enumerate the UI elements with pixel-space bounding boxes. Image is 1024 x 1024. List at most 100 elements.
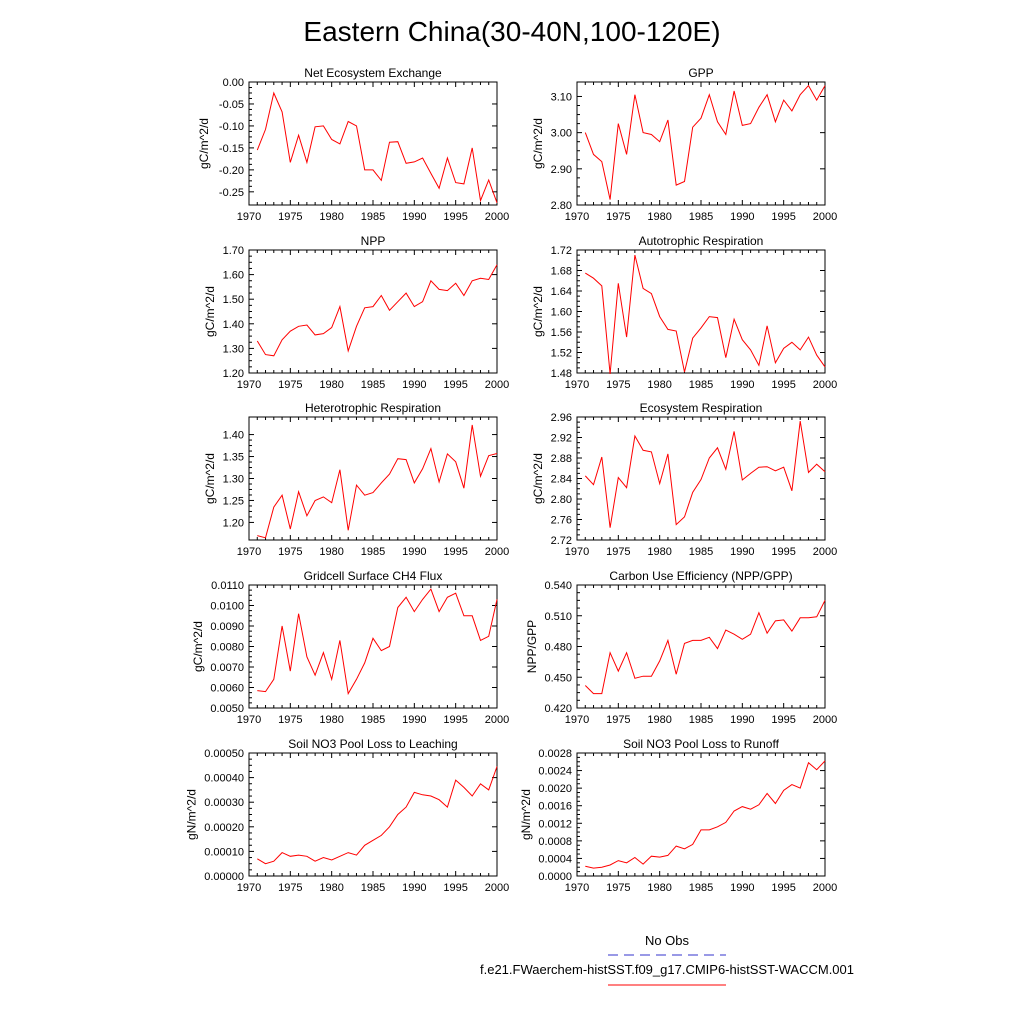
x-tick-label: 1990: [402, 546, 426, 558]
y-axis-label: NPP/GPP: [525, 620, 539, 673]
x-tick-label: 1995: [771, 379, 795, 391]
x-tick-label: 1985: [689, 211, 713, 223]
x-tick-label: 1975: [278, 211, 302, 223]
plot-frame: [576, 81, 826, 206]
y-tick-label: 2.92: [551, 433, 572, 445]
x-tick-label: 1980: [647, 211, 671, 223]
x-tick-label: 1970: [565, 211, 589, 223]
x-tick-label: 1995: [443, 379, 467, 391]
x-tick-label: 2000: [485, 714, 509, 726]
series-line: [256, 91, 498, 203]
x-tick-label: 1980: [319, 714, 343, 726]
panel-title: Autotrophic Respiration: [639, 234, 764, 248]
panel-title: Ecosystem Respiration: [640, 401, 763, 415]
panel-title: Gridcell Surface CH4 Flux: [304, 569, 443, 583]
x-tick-label: 2000: [485, 882, 509, 894]
x-tick-label: 1990: [730, 714, 754, 726]
x-tick-label: 1985: [689, 379, 713, 391]
y-axis-label: gC/m^2/d: [203, 286, 217, 337]
x-tick-label: 2000: [485, 211, 509, 223]
series-line: [584, 84, 826, 200]
x-tick-label: 1990: [730, 379, 754, 391]
chart-panel: Autotrophic Respiration 1970 1975 1980 1985 1…: [531, 234, 837, 391]
x-tick-label: 1980: [319, 379, 343, 391]
y-tick-label: 0.0012: [538, 818, 572, 830]
y-tick-label: 1.20: [223, 517, 244, 529]
x-tick-label: 1975: [606, 882, 630, 894]
x-tick-label: 1995: [443, 714, 467, 726]
plot-frame: [248, 81, 498, 206]
x-tick-label: 1985: [361, 546, 385, 558]
x-tick-label: 1980: [647, 882, 671, 894]
y-tick-label: 0.450: [544, 672, 572, 684]
y-tick-label: 0.0004: [538, 853, 572, 865]
plot-frame: [248, 249, 498, 374]
x-tick-label: 1980: [647, 379, 671, 391]
x-tick-label: 1990: [730, 882, 754, 894]
chart-panel: Gridcell Surface CH4 Flux 1970 1975 1980 198…: [191, 569, 509, 726]
x-tick-label: 1975: [606, 379, 630, 391]
plot-frame: [576, 249, 826, 374]
y-tick-label: 0.510: [544, 611, 572, 623]
x-tick-label: 1970: [237, 714, 261, 726]
x-tick-label: 1990: [402, 882, 426, 894]
x-tick-label: 2000: [813, 379, 837, 391]
plot-frame: [248, 416, 498, 541]
y-tick-label: 0.0060: [210, 683, 244, 695]
x-tick-label: 1985: [361, 211, 385, 223]
y-tick-label: 0.00030: [204, 797, 244, 809]
y-tick-label: 2.76: [551, 515, 572, 527]
y-tick-label: 1.70: [223, 245, 244, 257]
x-tick-label: 1970: [565, 882, 589, 894]
chart-panel: Soil NO3 Pool Loss to Leaching 1970 1975 19…: [185, 737, 510, 894]
x-tick-label: 1990: [730, 211, 754, 223]
plot-frame: [248, 752, 498, 877]
y-tick-label: 0.00020: [204, 822, 244, 834]
x-tick-label: 1980: [319, 546, 343, 558]
series-line: [256, 264, 498, 357]
x-tick-label: 1975: [278, 882, 302, 894]
x-tick-label: 1985: [361, 379, 385, 391]
y-axis-label: gN/m^2/d: [519, 789, 533, 840]
y-tick-label: 0.420: [544, 703, 572, 715]
y-tick-label: 2.84: [551, 474, 572, 486]
y-tick-label: 1.68: [551, 266, 572, 278]
series-line: [257, 766, 498, 865]
x-tick-label: 1980: [647, 714, 671, 726]
plot-frame: [576, 584, 826, 709]
y-axis-label: gC/m^2/d: [203, 453, 217, 504]
panel-title: GPP: [688, 66, 713, 80]
chart-panel: NPP 1970 1975 1980 1985 1990 1995 2000 1.20 1.30 1…: [203, 234, 509, 391]
x-tick-label: 1970: [565, 714, 589, 726]
x-tick-label: 1995: [443, 882, 467, 894]
panel-title: Net Ecosystem Exchange: [304, 66, 442, 80]
y-tick-label: 0.480: [544, 642, 572, 654]
chart-panel: Ecosystem Respiration 1970 1975 1980 1985 199…: [531, 401, 837, 558]
y-tick-label: -0.05: [219, 99, 244, 111]
x-tick-label: 1990: [402, 714, 426, 726]
x-tick-label: 1995: [771, 546, 795, 558]
plot-frame: [576, 752, 826, 877]
x-tick-label: 1995: [771, 714, 795, 726]
y-tick-label: 0.00000: [204, 871, 244, 883]
legend-label-obs: No Obs: [645, 933, 690, 948]
y-tick-label: 1.48: [551, 368, 572, 380]
y-tick-label: 1.52: [551, 348, 572, 360]
y-tick-label: 2.80: [551, 494, 572, 506]
y-tick-label: 0.0008: [538, 836, 572, 848]
y-tick-label: 1.50: [223, 294, 244, 306]
x-tick-label: 1970: [237, 546, 261, 558]
y-tick-label: 1.60: [223, 270, 244, 282]
y-tick-label: 0.00040: [204, 773, 244, 785]
y-axis-label: gC/m^2/d: [531, 453, 545, 504]
legend-label-model: f.e21.FWaerchem-histSST.f09_g17.CMIP6-hi…: [480, 962, 854, 977]
y-tick-label: 0.0090: [210, 621, 244, 633]
y-tick-label: 0.0016: [538, 801, 572, 813]
x-tick-label: 1970: [565, 546, 589, 558]
y-tick-label: 0.0028: [538, 748, 572, 760]
x-tick-label: 1975: [606, 546, 630, 558]
x-tick-label: 1985: [689, 882, 713, 894]
y-axis-label: gC/m^2/d: [531, 118, 545, 169]
x-tick-label: 1975: [278, 379, 302, 391]
y-tick-label: 3.10: [551, 91, 572, 103]
